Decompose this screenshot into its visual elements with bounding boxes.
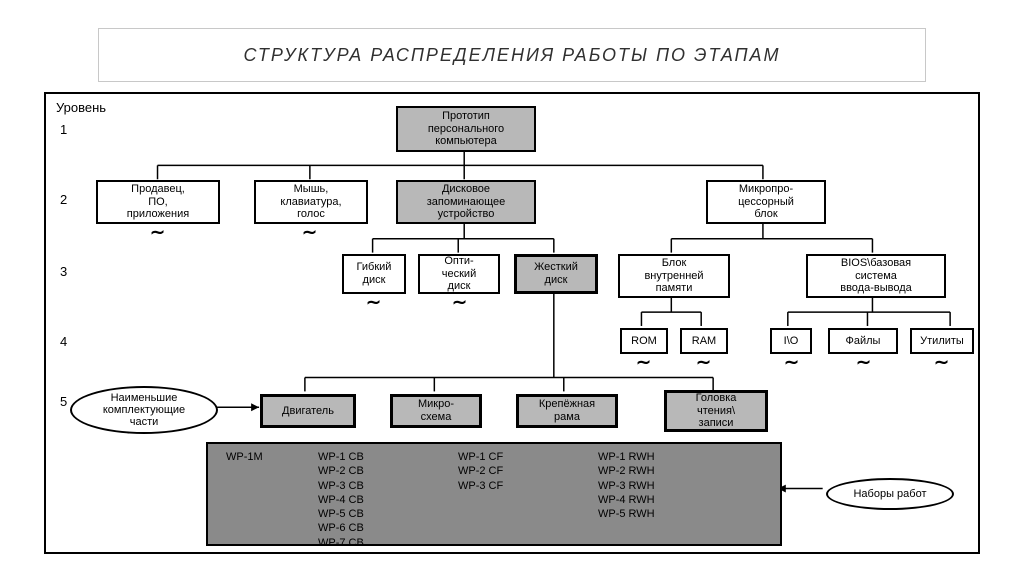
tilde-icon: ∼ [784,352,799,373]
node-head: Головка чтения\ записи [664,390,768,432]
node-files: Файлы [828,328,898,354]
node-bios: BIOS\базовая система ввода-вывода [806,254,946,298]
tilde-icon: ∼ [150,222,165,243]
wp-block: WP-1M WP-1 CB WP-2 CB WP-3 CB WP-4 CB WP… [206,442,782,546]
node-rom: ROM [620,328,668,354]
tilde-icon: ∼ [856,352,871,373]
node-micro-block: Микропро- цессорный блок [706,180,826,224]
level-4: 4 [60,334,67,349]
node-optical: Опти- ческий диск [418,254,500,294]
node-utils: Утилиты [910,328,974,354]
tilde-icon: ∼ [452,292,467,313]
wp-col2: WP-1 CF WP-2 CF WP-3 CF [458,450,503,493]
tilde-icon: ∼ [696,352,711,373]
ellipse-smallest: Наименьшие комплектующие части [70,386,218,434]
node-disk-storage: Дисковое запоминающее устройство [396,180,536,224]
tilde-icon: ∼ [636,352,651,373]
tilde-icon: ∼ [302,222,317,243]
level-header: Уровень [56,100,106,115]
node-ram-block: Блок внутренней памяти [618,254,730,298]
node-engine: Двигатель [260,394,356,428]
ellipse-worksets: Наборы работ [826,478,954,510]
wp-col1-header: WP-1M [226,450,263,464]
node-root: Прототип персонального компьютера [396,106,536,152]
node-floppy: Гибкий диск [342,254,406,294]
node-chip: Микро- схема [390,394,482,428]
node-hard: Жесткий диск [514,254,598,294]
node-io: I\O [770,328,812,354]
tilde-icon: ∼ [934,352,949,373]
node-frame: Крепёжная рама [516,394,618,428]
level-5: 5 [60,394,67,409]
page-title: СТРУКТУРА РАСПРЕДЕЛЕНИЯ РАБОТЫ ПО ЭТАПАМ [243,45,780,66]
wp-col3: WP-1 RWH WP-2 RWH WP-3 RWH WP-4 RWH WP-5… [598,450,655,521]
wp-col1: WP-1 CB WP-2 CB WP-3 CB WP-4 CB WP-5 CB … [318,450,364,550]
level-3: 3 [60,264,67,279]
level-2: 2 [60,192,67,207]
tilde-icon: ∼ [366,292,381,313]
title-frame: СТРУКТУРА РАСПРЕДЕЛЕНИЯ РАБОТЫ ПО ЭТАПАМ [98,28,926,82]
diagram: Уровень 1 2 3 4 5 Прототип персонального… [44,92,980,554]
node-ram: RAM [680,328,728,354]
node-mouse: Мышь, клавиатура, голос [254,180,368,224]
node-seller: Продавец, ПО, приложения [96,180,220,224]
level-1: 1 [60,122,67,137]
